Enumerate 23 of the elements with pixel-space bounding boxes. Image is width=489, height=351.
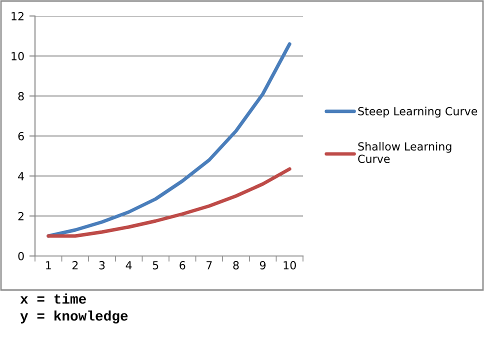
x-tick-label: 9 (260, 261, 266, 270)
x-tick-label: 6 (180, 261, 186, 270)
text: y = knowledge (20, 310, 128, 324)
x-tick-label: 5 (152, 261, 158, 270)
x-tick-label: 7 (206, 261, 212, 270)
y-tick-label: 10 (12, 52, 24, 60)
y-tick-label: 8 (18, 92, 24, 100)
legend-label: Steep Learning Curve (358, 106, 478, 118)
text: x = time (20, 294, 86, 304)
x-tick-label: 10 (284, 261, 296, 270)
y-tick-label: 12 (12, 12, 24, 20)
x-tick-label: 8 (233, 261, 239, 270)
line-series (46, 42, 292, 238)
y-tick-label: 2 (18, 212, 24, 220)
x-tick-label: 1 (46, 261, 51, 270)
x-tick-label: 4 (126, 261, 132, 270)
line-series (46, 167, 292, 238)
y-tick-label: 6 (18, 132, 24, 140)
y-tick-label: 4 (18, 172, 24, 180)
x-tick-label: 3 (99, 261, 105, 270)
x-tick-label: 2 (72, 261, 78, 270)
legend-label: Shallow Learning Curve (358, 142, 452, 164)
y-tick-label: 0 (18, 252, 24, 260)
